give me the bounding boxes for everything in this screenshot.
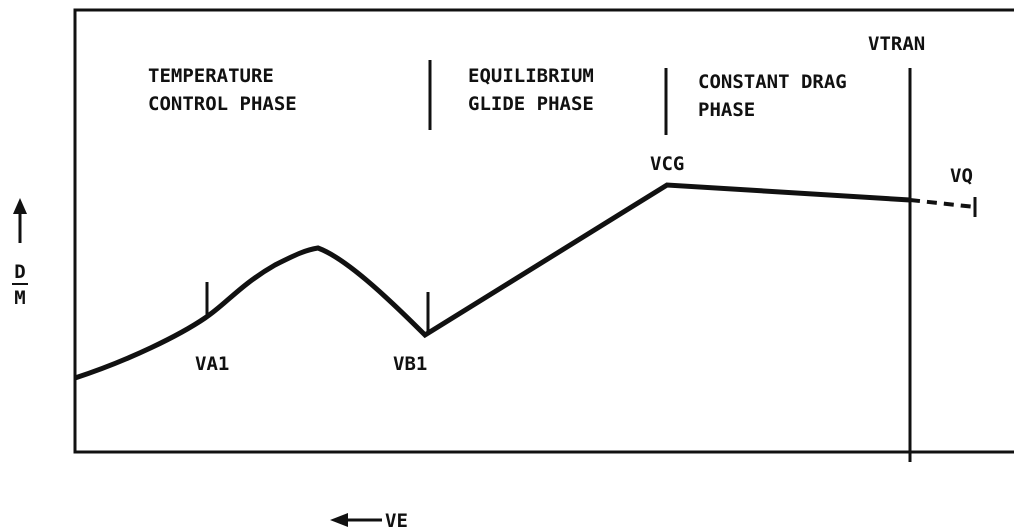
y-axis-label: M — [14, 287, 25, 309]
phase-label: EQUILIBRIUM — [468, 65, 594, 87]
frame — [73, 8, 1014, 454]
phase-label: PHASE — [698, 99, 755, 121]
y-arrowhead — [13, 198, 27, 214]
y-axis-label: D — [14, 261, 25, 283]
phase-label: CONSTANT DRAG — [698, 71, 847, 93]
profile-extension — [909, 198, 976, 209]
x-axis-label: VE — [385, 510, 408, 532]
x-arrowhead — [330, 513, 348, 527]
point-label: VA1 — [195, 353, 229, 375]
point-label: VTRAN — [868, 33, 925, 55]
point-label: VQ — [950, 165, 973, 187]
point-label: VCG — [650, 153, 684, 175]
phase-label: TEMPERATURE — [148, 65, 274, 87]
profile-curve — [74, 182, 911, 381]
phase-label: CONTROL PHASE — [148, 93, 297, 115]
point-label: VB1 — [393, 353, 427, 375]
phase-label: GLIDE PHASE — [468, 93, 594, 115]
